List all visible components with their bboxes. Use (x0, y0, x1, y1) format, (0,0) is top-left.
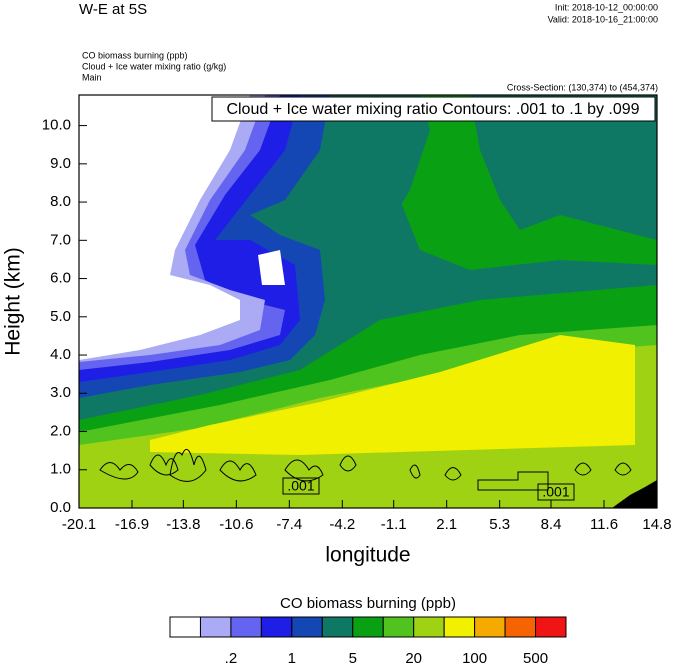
contour-fill (79, 95, 250, 360)
contour-fill (79, 458, 657, 508)
colorbar-box (443, 616, 476, 638)
field-name: CO biomass burning (ppb) (82, 50, 188, 60)
colorbar: CO biomass burning (ppb) .2 1 5 20 100 500 (169, 595, 567, 667)
colorbar-box (413, 616, 445, 638)
y-tick-label: 2.0 (50, 422, 71, 439)
y-tick-label: 7.0 (50, 231, 71, 248)
colorbar-label: 1 (288, 650, 296, 667)
field-name: Main (82, 72, 102, 82)
colorbar-label: 500 (523, 650, 548, 667)
x-tick-label: 8.4 (541, 516, 562, 533)
contour-fill (400, 95, 657, 270)
x-tick-label: 2.1 (436, 516, 457, 533)
x-tick-label: -4.2 (329, 516, 355, 533)
valid-time: Valid: 2018-10-16_21:00:00 (548, 14, 658, 24)
x-tick-label: -10.6 (219, 516, 253, 533)
colorbar-box (352, 616, 384, 638)
init-time: Init: 2018-10-12_00:00:00 (555, 2, 658, 12)
y-tick-label: 1.0 (50, 461, 71, 478)
contour-fill (258, 250, 285, 285)
contour-field (79, 95, 657, 508)
colorbar-box (169, 616, 201, 638)
y-axis-label: Height (km) (2, 247, 25, 356)
colorbar-box (382, 616, 415, 638)
contour-label: .001 (287, 478, 314, 494)
y-tick-label: 8.0 (50, 193, 71, 210)
colorbar-box (260, 616, 293, 638)
contour-label: .001 (542, 484, 569, 500)
colorbar-box (321, 616, 354, 638)
contour-label-box (282, 477, 320, 495)
colorbar-box (291, 616, 323, 638)
x-tick-label: 11.6 (590, 516, 618, 533)
y-tick-label: 9.0 (50, 155, 71, 172)
colorbar-label: 5 (349, 650, 357, 667)
axes: -20.1 -16.9 -13.8 -10.6 -7.4 -4.2 -1.1 2.1 5.3 8.… (2, 117, 672, 567)
y-tick-label: 4.0 (50, 346, 71, 363)
colorbar-box (199, 616, 232, 638)
contour-info-box (211, 96, 656, 122)
x-tick-label: 14.8 (642, 516, 671, 533)
x-tick-label: -7.4 (276, 516, 302, 533)
colorbar-label: .2 (225, 650, 238, 667)
colorbar-box (535, 616, 567, 638)
colorbar-label: 100 (462, 650, 487, 667)
y-tick-label: 5.0 (50, 308, 71, 325)
x-tick-label: -20.1 (62, 516, 96, 533)
contour-fill (300, 95, 430, 250)
cross-section: Cross-Section: (130,374) to (454,374) (507, 82, 658, 92)
contour-label-box (537, 483, 575, 501)
x-tick-label: -16.9 (115, 516, 149, 533)
contour-info: Cloud + Ice water mixing ratio Contours:… (226, 101, 639, 118)
x-tick-label: -13.8 (166, 516, 200, 533)
chart-title: W-E at 5S (79, 1, 147, 18)
colorbar-box (504, 616, 537, 638)
cloud-contours (99, 448, 632, 491)
contour-fill (150, 335, 635, 455)
plot-frame (78, 94, 658, 509)
colorbar-title: CO biomass burning (ppb) (280, 595, 456, 612)
field-list: CO biomass burning (ppb)Cloud + Ice wate… (82, 50, 226, 82)
x-axis-label: longitude (325, 544, 410, 567)
y-tick-label: 3.0 (50, 384, 71, 401)
terrain (612, 480, 657, 508)
y-tick-label: 6.0 (50, 270, 71, 287)
x-tick-label: -1.1 (381, 516, 407, 533)
y-tick-label: 0.0 (50, 499, 71, 516)
colorbar-box (474, 616, 506, 638)
colorbar-box (230, 616, 262, 638)
y-tick-label: 10.0 (42, 117, 71, 134)
x-tick-label: 5.3 (489, 516, 510, 533)
field-name: Cloud + Ice water mixing ratio (g/kg) (82, 61, 226, 71)
colorbar-label: 20 (405, 650, 422, 667)
